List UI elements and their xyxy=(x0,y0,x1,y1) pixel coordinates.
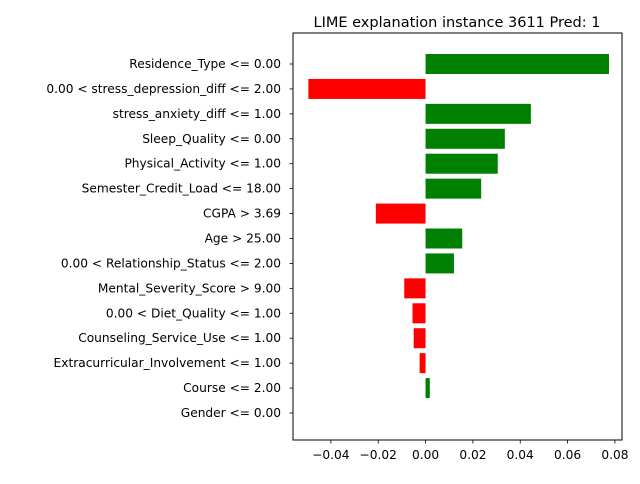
bar-4 xyxy=(425,153,498,174)
y-tick-label-13: Course <= 2.00 xyxy=(183,381,281,395)
y-tick-label-11: Counseling_Service_Use <= 1.00 xyxy=(78,331,281,345)
y-tick-label-4: Physical_Activity <= 1.00 xyxy=(124,157,281,171)
y-tick-labels: Residence_Type <= 0.00 0.00 < stress_depr… xyxy=(46,57,293,420)
y-tick-label-6: CGPA > 3.69 xyxy=(203,207,281,221)
bar-7 xyxy=(425,228,463,249)
y-tick-label-10: 0.00 < Diet_Quality <= 1.00 xyxy=(106,306,281,320)
x-tick-label-5: 0.06 xyxy=(554,448,581,462)
bar-9 xyxy=(404,278,426,299)
bar-5 xyxy=(425,178,482,199)
plot-frame xyxy=(292,32,623,441)
y-tick-label-7: Age > 25.00 xyxy=(205,232,281,246)
y-tick-label-14: Gender <= 0.00 xyxy=(181,406,281,420)
bars-layer xyxy=(308,54,609,399)
bar-12 xyxy=(419,353,426,374)
bar-1 xyxy=(308,78,426,99)
y-tick-label-0: Residence_Type <= 0.00 xyxy=(129,57,281,71)
x-axis: −0.04 −0.02 0.00 0.02 0.04 0.06 0.08 xyxy=(312,440,628,462)
bar-0 xyxy=(425,54,609,74)
x-tick-label-1: −0.02 xyxy=(360,448,397,462)
x-tick-label-4: 0.04 xyxy=(507,448,534,462)
bar-2 xyxy=(425,103,531,124)
bar-8 xyxy=(425,253,454,274)
x-tick-label-3: 0.02 xyxy=(459,448,486,462)
chart-title: LIME explanation instance 3611 Pred: 1 xyxy=(314,15,601,31)
bar-3 xyxy=(425,128,505,149)
x-tick-label-2: 0.00 xyxy=(412,448,439,462)
bar-13 xyxy=(425,378,430,399)
y-tick-label-1: 0.00 < stress_depression_diff <= 2.00 xyxy=(46,82,281,96)
x-tick-label-6: 0.08 xyxy=(601,448,628,462)
y-tick-label-8: 0.00 < Relationship_Status <= 2.00 xyxy=(61,256,281,270)
y-tick-label-2: stress_anxiety_diff <= 1.00 xyxy=(113,107,281,121)
bar-11 xyxy=(413,328,426,349)
bar-6 xyxy=(375,203,426,224)
y-tick-label-12: Extracurricular_Involvement <= 1.00 xyxy=(54,356,281,370)
bar-10 xyxy=(412,303,426,324)
y-tick-label-9: Mental_Severity_Score > 9.00 xyxy=(98,281,281,295)
y-tick-label-3: Sleep_Quality <= 0.00 xyxy=(142,132,281,146)
x-tick-label-0: −0.04 xyxy=(312,448,350,462)
y-tick-label-5: Semester_Credit_Load <= 18.00 xyxy=(82,182,281,196)
